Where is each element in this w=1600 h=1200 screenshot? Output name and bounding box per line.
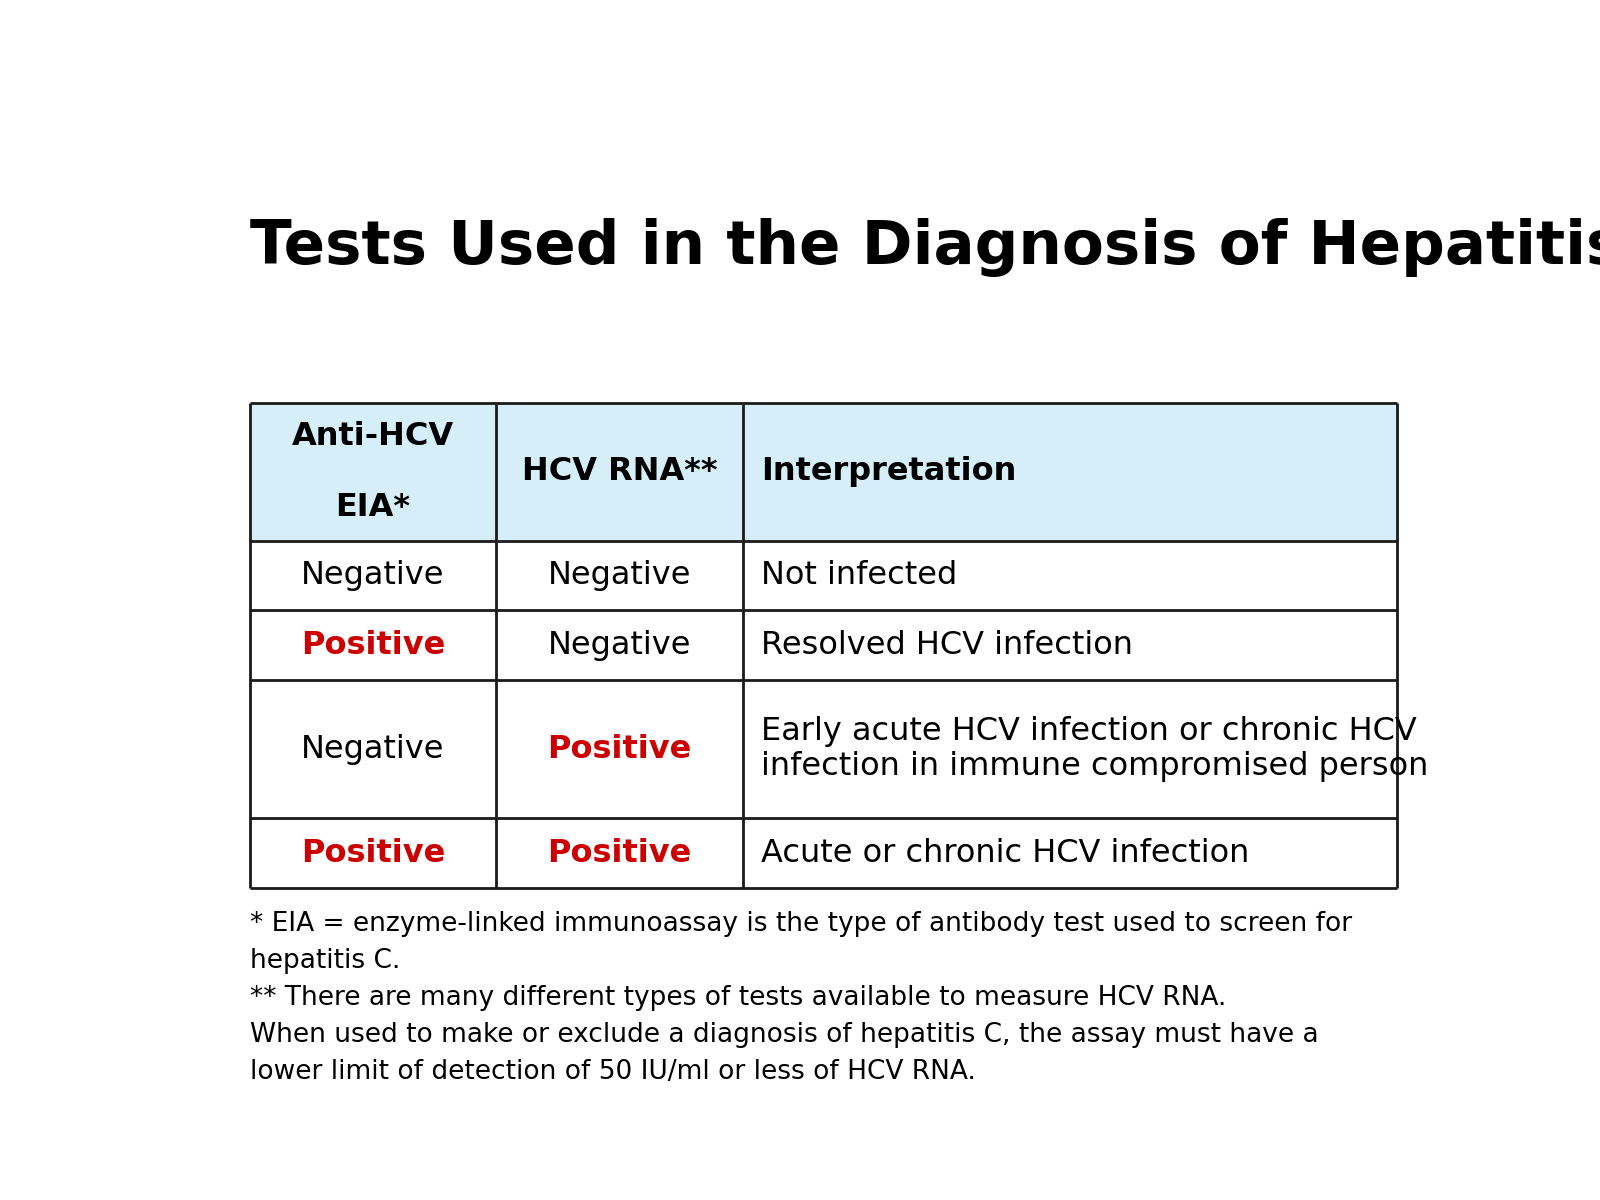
Text: Positive: Positive bbox=[547, 838, 691, 869]
Text: Anti-HCV

EIA*: Anti-HCV EIA* bbox=[291, 420, 454, 523]
Bar bbox=[250, 818, 1397, 888]
Text: Not infected: Not infected bbox=[762, 560, 958, 592]
Bar bbox=[250, 541, 1397, 611]
Text: Resolved HCV infection: Resolved HCV infection bbox=[762, 630, 1133, 660]
Bar bbox=[250, 679, 1397, 818]
Text: Early acute HCV infection or chronic HCV
infection in immune compromised person: Early acute HCV infection or chronic HCV… bbox=[762, 715, 1429, 782]
Text: Negative: Negative bbox=[547, 560, 691, 592]
Text: Positive: Positive bbox=[301, 838, 445, 869]
Text: Negative: Negative bbox=[301, 733, 445, 764]
Text: Positive: Positive bbox=[301, 630, 445, 660]
Text: Tests Used in the Diagnosis of Hepatitis C: Tests Used in the Diagnosis of Hepatitis… bbox=[250, 218, 1600, 277]
Bar bbox=[250, 403, 1397, 541]
Text: Negative: Negative bbox=[301, 560, 445, 592]
Text: * EIA = enzyme-linked immunoassay is the type of antibody test used to screen fo: * EIA = enzyme-linked immunoassay is the… bbox=[250, 911, 1352, 1085]
Text: Interpretation: Interpretation bbox=[762, 456, 1016, 487]
Text: HCV RNA**: HCV RNA** bbox=[522, 456, 717, 487]
Text: Negative: Negative bbox=[547, 630, 691, 660]
Bar bbox=[250, 611, 1397, 679]
Text: Positive: Positive bbox=[547, 733, 691, 764]
Text: Acute or chronic HCV infection: Acute or chronic HCV infection bbox=[762, 838, 1250, 869]
